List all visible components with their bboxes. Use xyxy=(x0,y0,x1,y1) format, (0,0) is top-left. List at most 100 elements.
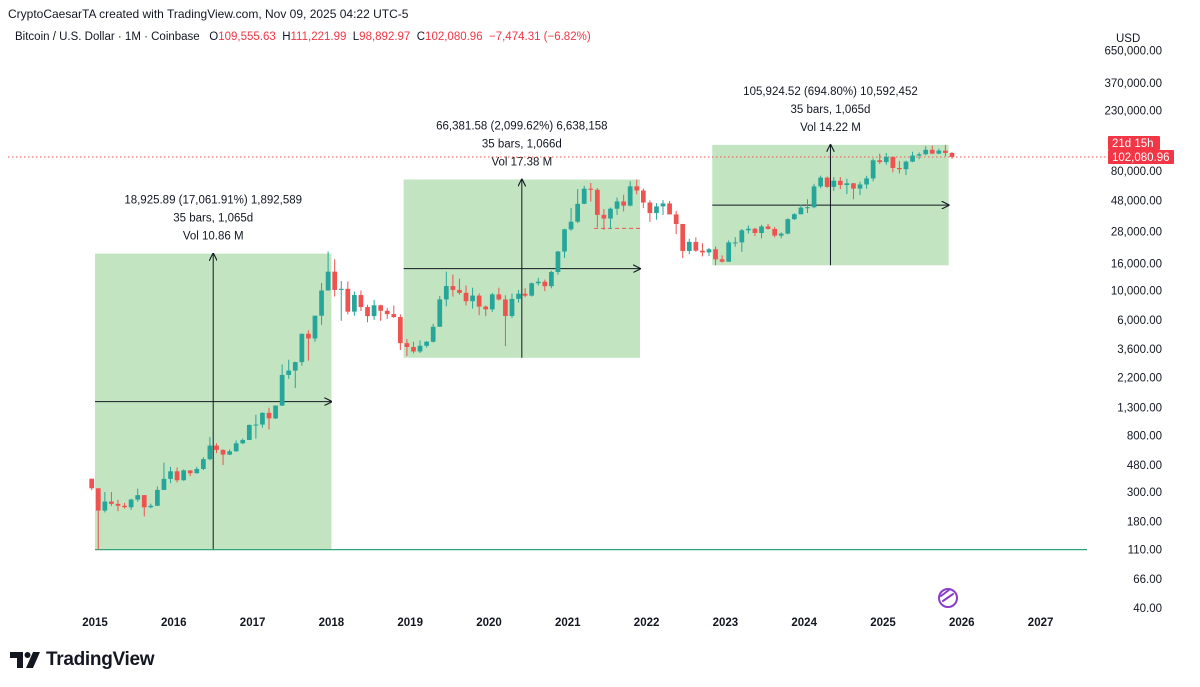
candle-body xyxy=(102,501,108,511)
candle xyxy=(529,282,535,297)
tradingview-logo[interactable]: TradingView xyxy=(10,649,155,671)
candle xyxy=(772,226,778,238)
candle xyxy=(470,287,475,309)
candle-body xyxy=(279,374,285,406)
candle xyxy=(673,210,679,235)
candle xyxy=(155,486,160,507)
candle-body xyxy=(680,224,686,251)
symbol-title: Bitcoin / U.S. Dollar · 1M · Coinbase xyxy=(15,31,200,43)
candle-body xyxy=(588,188,594,190)
candle xyxy=(489,292,495,312)
y-axis-tick-label: 180.00 xyxy=(1127,516,1162,528)
candle-body xyxy=(371,305,377,317)
candle xyxy=(943,144,948,157)
candle-body xyxy=(535,281,541,284)
candle-body xyxy=(122,505,127,508)
candle xyxy=(246,424,252,441)
candle xyxy=(680,223,686,259)
x-axis-tick-label: 2017 xyxy=(240,617,266,629)
y-axis-tick-label: 2,200.00 xyxy=(1117,373,1162,385)
candle-body xyxy=(601,214,607,219)
candle-body xyxy=(549,271,554,287)
candle-body xyxy=(916,154,922,156)
candle-body xyxy=(943,150,948,153)
candle-body xyxy=(437,299,443,327)
candle-body xyxy=(503,299,508,316)
candle-body xyxy=(483,306,489,310)
candle-body xyxy=(430,326,436,342)
candle xyxy=(765,224,771,230)
candle xyxy=(693,237,699,252)
candle-body xyxy=(818,177,823,187)
candle xyxy=(128,498,134,510)
candle-body xyxy=(391,314,397,318)
y-axis-tick-label: 110.00 xyxy=(1128,545,1162,557)
candle-body xyxy=(883,156,889,163)
candle-body xyxy=(168,471,173,479)
price-chart[interactable]: 18,925.89 (17,061.91%) 1,892,589 35 bars,… xyxy=(0,0,1200,640)
candle-body xyxy=(161,478,167,490)
candle-body xyxy=(726,242,732,262)
candle xyxy=(194,466,200,474)
candle xyxy=(851,182,856,200)
candle-body xyxy=(903,161,909,170)
candle-body xyxy=(411,347,416,352)
candle xyxy=(805,199,810,214)
y-axis-tick-label: 6,000.00 xyxy=(1117,315,1162,327)
candle xyxy=(864,175,869,189)
candle-body xyxy=(89,478,95,489)
currency-label: USD xyxy=(1116,33,1141,45)
candle-body xyxy=(608,208,613,219)
candle xyxy=(824,176,830,188)
candle xyxy=(161,462,167,491)
candle xyxy=(345,281,351,315)
candle xyxy=(575,189,581,224)
candle-body xyxy=(640,190,646,203)
candle-body xyxy=(929,149,935,154)
candle xyxy=(759,224,764,239)
y-axis-tick-label: 230,000.00 xyxy=(1104,105,1162,117)
candle-body xyxy=(562,229,567,252)
candle xyxy=(726,240,732,262)
candle-body xyxy=(496,294,502,300)
candle xyxy=(877,153,883,164)
range-label-change: 66,381.58 (2,099.62%) 6,638,158 xyxy=(436,121,607,133)
candle xyxy=(719,255,725,263)
candle xyxy=(785,218,791,235)
candle xyxy=(391,305,397,318)
change-value: −7,474.31 (−6.82%) xyxy=(489,31,591,43)
candle xyxy=(365,304,370,323)
x-axis-tick-label: 2025 xyxy=(870,617,896,629)
candle-body xyxy=(352,295,357,312)
candle xyxy=(614,197,620,215)
candle-body xyxy=(358,295,364,308)
countdown-text: 21d 15h xyxy=(1112,138,1154,150)
candle xyxy=(95,488,101,550)
candle-body xyxy=(260,412,265,425)
symbol-info-bar: Bitcoin / U.S. Dollar · 1M · Coinbase O1… xyxy=(15,31,591,43)
candle-body xyxy=(864,178,869,185)
candle-body xyxy=(634,186,640,191)
created-by-caption: CryptoCaesarTA created with TradingView.… xyxy=(8,7,409,21)
candle xyxy=(306,330,311,361)
high-value: 111,221.99 xyxy=(290,31,347,43)
candle-body xyxy=(148,505,154,508)
candle-body xyxy=(424,341,429,346)
candle-body xyxy=(463,292,469,302)
candle-body xyxy=(805,207,810,209)
range-label-bars: 35 bars, 1,065d xyxy=(173,213,253,225)
candle-body xyxy=(627,186,633,206)
candle xyxy=(647,200,653,222)
range-label-volume: Vol 14.22 M xyxy=(800,122,861,134)
candle-body xyxy=(581,188,587,204)
candle xyxy=(542,279,548,292)
candle xyxy=(627,181,633,207)
candle xyxy=(312,315,318,342)
x-axis-tick-label: 2023 xyxy=(713,617,739,629)
candle xyxy=(916,152,922,160)
candle-body xyxy=(746,228,751,231)
candle xyxy=(273,405,278,419)
candle-body xyxy=(292,362,298,371)
x-axis-tick-label: 2026 xyxy=(949,617,975,629)
candle xyxy=(936,148,942,155)
